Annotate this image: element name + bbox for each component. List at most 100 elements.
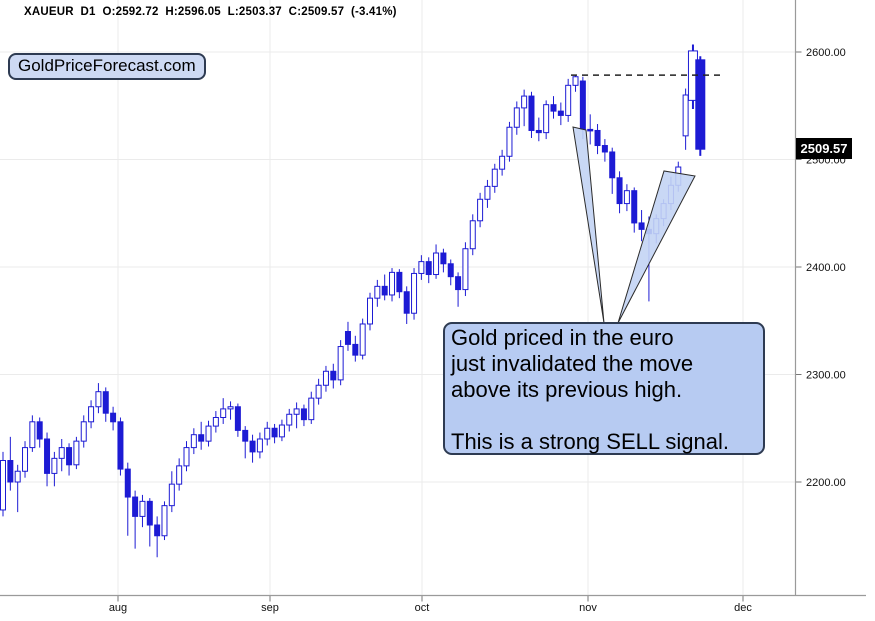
last-price-badge: 2509.57: [796, 138, 852, 160]
month-tick-label: dec: [734, 602, 752, 614]
candle-down: [242, 429, 249, 442]
candle-down: [124, 468, 131, 498]
candle-down: [7, 460, 14, 483]
candle-up: [389, 271, 396, 296]
candle-down: [117, 421, 124, 470]
candle-up: [513, 107, 520, 128]
candle-up: [506, 126, 513, 157]
candle-down: [352, 343, 359, 356]
candle-up: [264, 427, 271, 440]
candle-down: [447, 263, 454, 278]
candle-up: [80, 421, 87, 442]
candle-up: [256, 438, 263, 453]
candle-up: [14, 470, 21, 483]
candle-up: [88, 406, 95, 423]
candle-down: [198, 434, 205, 442]
candle-down: [36, 421, 43, 440]
annotation-callout: Gold priced in the euro just invalidated…: [443, 322, 765, 455]
candle-up: [58, 447, 65, 459]
candle-down: [631, 190, 638, 224]
candle-down: [579, 80, 586, 130]
candle-up: [491, 168, 498, 187]
candle-up: [477, 198, 484, 222]
candle-down: [110, 412, 117, 423]
candle-up: [168, 483, 175, 507]
candle-down: [601, 145, 608, 153]
candle-up: [315, 384, 322, 399]
candle-up: [176, 465, 183, 485]
candle-up: [51, 457, 58, 474]
candle-up: [359, 323, 366, 356]
price-tick-label: 2200.00: [806, 477, 846, 489]
candle-up: [623, 190, 630, 205]
candle-up: [212, 417, 219, 427]
month-tick-label: nov: [579, 602, 597, 614]
candle-down: [587, 128, 594, 132]
candle-down: [425, 261, 432, 276]
candle-down: [594, 129, 601, 147]
candle-up: [418, 261, 425, 274]
candle-up: [227, 406, 234, 410]
candle-down: [455, 276, 462, 291]
candle-up: [469, 220, 476, 250]
candle-down: [271, 427, 278, 438]
candle-down: [557, 110, 564, 116]
candle-up: [139, 500, 146, 517]
candle-up: [565, 84, 572, 116]
candle-up: [337, 346, 344, 381]
candle-up: [411, 272, 418, 314]
candle-down: [616, 177, 623, 205]
candle-up: [205, 425, 212, 442]
candle-down: [638, 222, 645, 230]
candle-up: [73, 440, 80, 466]
candle-up: [462, 248, 469, 291]
candle-up: [183, 447, 190, 467]
candle-up: [499, 155, 506, 170]
candle-up: [308, 397, 315, 421]
candle-down: [403, 291, 410, 314]
candle-up: [543, 104, 550, 134]
ohlc-title: XAUEUR D1 O:2592.72 H:2596.05 L:2503.37 …: [24, 6, 397, 18]
candle-up: [521, 95, 528, 109]
candle-up: [286, 413, 293, 426]
candle-down: [344, 331, 351, 345]
candle-down: [234, 406, 241, 431]
candle-down: [300, 408, 307, 421]
candle-down: [249, 440, 256, 453]
candle-down: [695, 59, 706, 150]
candle-up: [682, 94, 689, 137]
candle-down: [330, 370, 337, 381]
candle-up: [29, 421, 36, 449]
candle-up: [374, 285, 381, 299]
candle-down: [396, 271, 403, 293]
candle-up: [22, 447, 29, 472]
candle-down: [440, 252, 447, 265]
candle-up: [572, 76, 579, 86]
candle-down: [132, 496, 139, 517]
month-tick-label: sep: [261, 602, 279, 614]
candle-down: [550, 104, 557, 112]
candle-down: [66, 447, 73, 466]
callout-pointer: [617, 170, 696, 324]
candle-up: [0, 460, 6, 511]
candle-up: [190, 434, 197, 449]
candle-down: [528, 95, 535, 131]
candle-up: [161, 505, 168, 537]
candle-down: [102, 391, 109, 414]
price-tick-label: 2300.00: [806, 370, 846, 382]
candle-up: [433, 252, 440, 276]
candle-down: [381, 285, 388, 296]
price-tick-label: 2400.00: [806, 262, 846, 274]
candle-down: [609, 151, 616, 179]
candle-down: [146, 500, 153, 526]
candle-up: [95, 391, 102, 408]
candle-up: [367, 297, 373, 325]
candle-up: [322, 370, 329, 386]
candle-down: [154, 524, 161, 537]
month-tick-label: oct: [415, 602, 430, 614]
candle-down: [44, 438, 51, 474]
candle-up: [278, 424, 285, 438]
candle-up: [484, 185, 491, 200]
